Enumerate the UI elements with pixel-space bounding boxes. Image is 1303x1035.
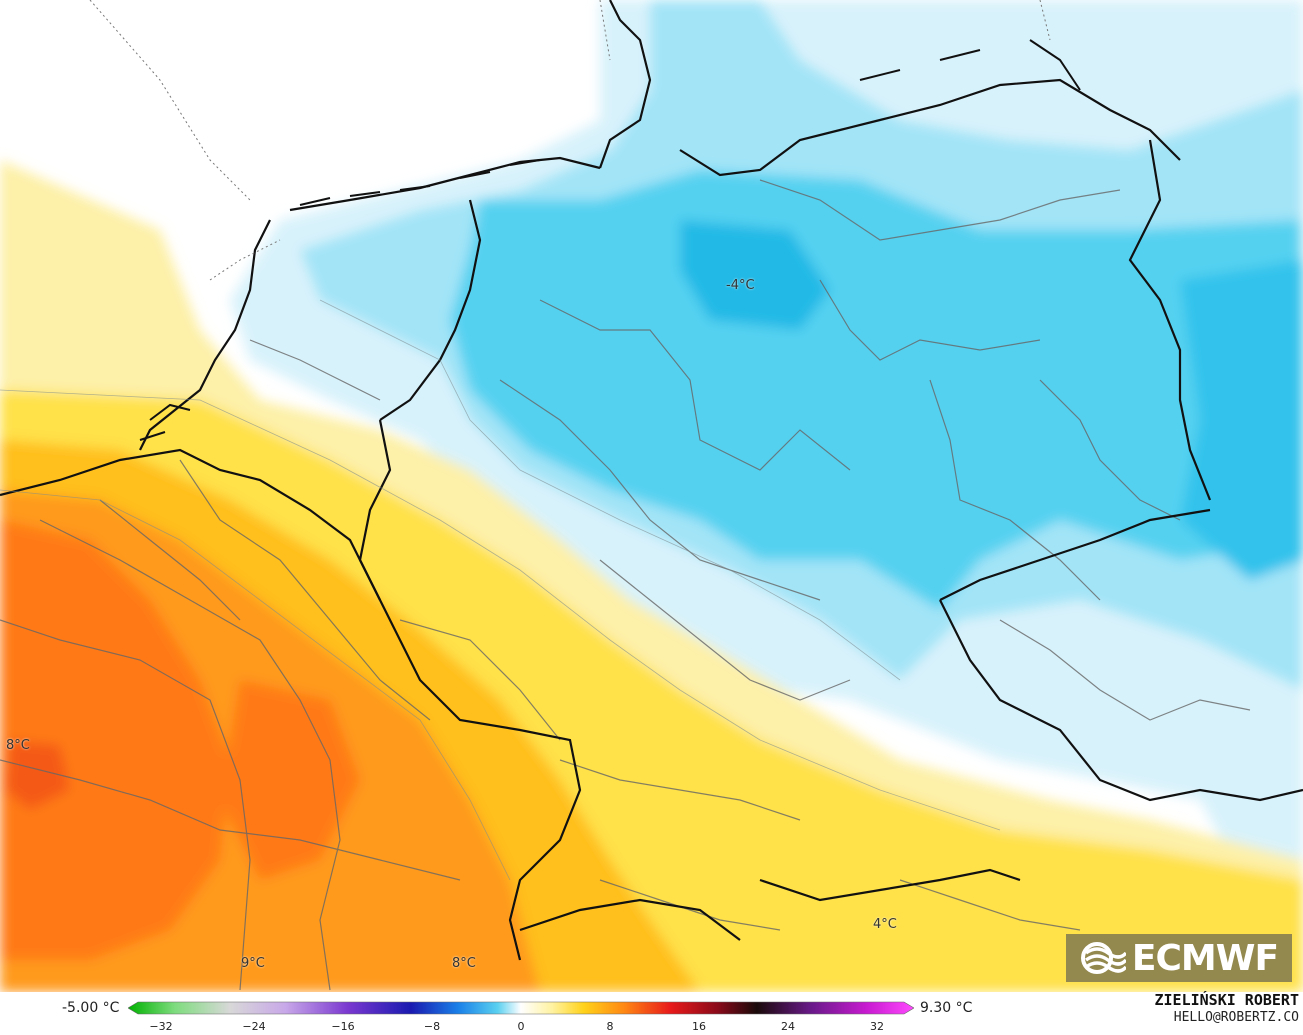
map-temperature-label: 8°C xyxy=(6,738,30,753)
map-temperature-label: 4°C xyxy=(873,917,897,932)
map-temperature-label: -4°C xyxy=(726,278,755,293)
author-contact: HELLO@ROBERTZ.CO xyxy=(1173,1010,1299,1025)
map-temperature-label: 9°C xyxy=(241,956,265,971)
colorbar-tick: −16 xyxy=(331,1020,355,1033)
colorbar-tick: −32 xyxy=(149,1020,173,1033)
colorbar-gradient xyxy=(127,1001,915,1015)
temperature-map: -4°C 8°C 9°C 8°C 4°C ECMWF xyxy=(0,0,1303,992)
colorbar-tick: 24 xyxy=(781,1020,795,1033)
ecmwf-logo-text: ECMWF xyxy=(1131,937,1279,979)
legend-footer: -5.00 °C xyxy=(0,992,1303,1035)
legend-min-value: -5.00 °C xyxy=(62,1000,120,1016)
colorbar: −32 −24 −16 −8 0 8 16 24 32 xyxy=(127,1000,915,1034)
colorbar-tick: 16 xyxy=(692,1020,706,1033)
author-name: ZIELIŃSKI ROBERT xyxy=(1154,991,1300,1009)
colorbar-tick: 32 xyxy=(870,1020,884,1033)
ecmwf-logo: ECMWF xyxy=(1066,934,1292,982)
map-temperature-label: 8°C xyxy=(452,956,476,971)
colorbar-tick: 8 xyxy=(606,1020,614,1033)
legend-max-value: 9.30 °C xyxy=(920,1000,973,1016)
credits: ZIELIŃSKI ROBERT HELLO@ROBERTZ.CO xyxy=(1155,992,1300,1026)
colorbar-tick: −8 xyxy=(423,1020,441,1033)
colorbar-tick: 0 xyxy=(517,1020,525,1033)
ecmwf-logo-icon xyxy=(1080,942,1126,974)
colorbar-tick: −24 xyxy=(242,1020,266,1033)
map-canvas xyxy=(0,0,1303,992)
